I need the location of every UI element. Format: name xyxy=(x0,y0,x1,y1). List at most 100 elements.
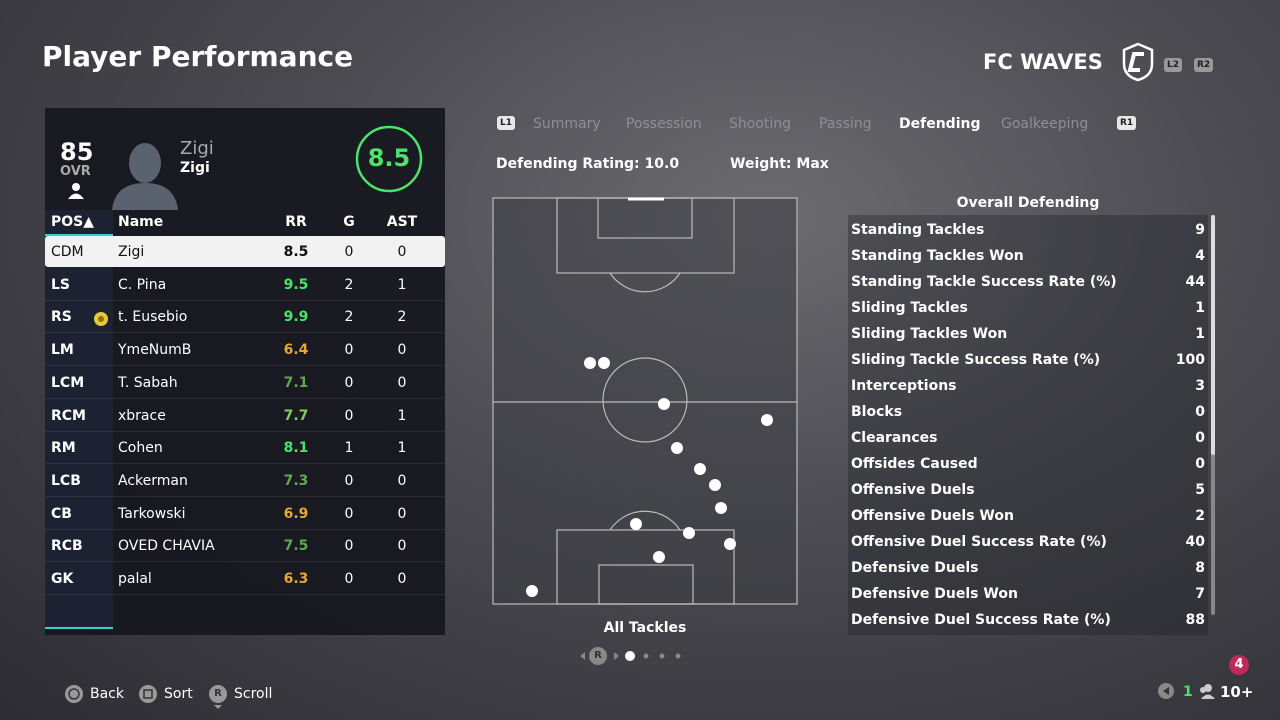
defending-rating: Defending Rating: 10.0 xyxy=(496,156,680,172)
notification-badge[interactable]: 4 xyxy=(1229,655,1249,675)
pager[interactable] xyxy=(578,646,688,666)
player-name: C. Pina xyxy=(118,276,167,293)
row-bg[interactable] xyxy=(45,236,445,267)
player-name: T. Sabah xyxy=(118,374,178,391)
column-header[interactable]: G xyxy=(343,214,355,230)
stat-label: Defensive Duels Won xyxy=(851,586,1018,602)
footer-icons xyxy=(65,685,227,709)
goals: 1 xyxy=(344,440,354,457)
match-rating: 7.1 xyxy=(283,374,309,391)
goals: 2 xyxy=(344,309,354,326)
stat-value: 1 xyxy=(1195,326,1205,342)
stat-label: Standing Tackles xyxy=(851,222,985,238)
header-underline xyxy=(45,234,113,236)
pos: LCM xyxy=(51,374,85,391)
row-bg[interactable] xyxy=(45,432,445,465)
match-rating: 7.5 xyxy=(283,538,309,555)
stat-label: Sliding Tackles Won xyxy=(851,326,1008,342)
match-rating: 7.7 xyxy=(283,407,309,424)
team-name: FC WAVES xyxy=(983,50,1103,74)
assists: 2 xyxy=(397,309,407,326)
player-name: Zigi xyxy=(118,244,145,260)
match-rating: 6.9 xyxy=(283,505,309,522)
stat-label: Offensive Duels xyxy=(851,482,975,498)
assists: 1 xyxy=(397,440,407,457)
row-bg[interactable] xyxy=(45,301,445,334)
stat-value: 9 xyxy=(1195,222,1205,238)
stat-value: 0 xyxy=(1195,456,1205,472)
stat-value: 0 xyxy=(1195,404,1205,420)
back-hint[interactable]: Back xyxy=(90,686,124,702)
match-rating: 9.5 xyxy=(283,276,309,293)
column-header[interactable]: RR xyxy=(285,214,307,230)
tab-button[interactable]: R1 xyxy=(1117,116,1137,130)
player-icon xyxy=(68,183,84,199)
column-header[interactable]: Name xyxy=(118,214,164,230)
match-rating: 7.3 xyxy=(283,472,309,489)
tab[interactable]: Goalkeeping xyxy=(1001,116,1089,132)
player-name: Ackerman xyxy=(118,472,188,489)
pos: GK xyxy=(51,571,74,587)
assists: 0 xyxy=(397,244,407,260)
tab[interactable]: Summary xyxy=(533,116,601,132)
sort-hint[interactable]: Sort xyxy=(164,686,193,702)
assists: 0 xyxy=(397,505,407,522)
stat-label: Blocks xyxy=(851,404,903,420)
pos: CDM xyxy=(51,244,84,260)
stat-label: Interceptions xyxy=(851,378,957,394)
stat-value: 5 xyxy=(1195,482,1205,498)
stat-value: 8 xyxy=(1195,560,1205,576)
assists: 0 xyxy=(397,374,407,391)
mom-icon xyxy=(94,312,108,326)
stat-label: Sliding Tackle Success Rate (%) xyxy=(851,352,1101,368)
match-rating: 6.3 xyxy=(283,571,309,587)
row-bg[interactable] xyxy=(45,530,445,563)
player-name: YmeNumB xyxy=(118,342,192,359)
row-bg[interactable] xyxy=(45,498,445,530)
row-bg[interactable] xyxy=(45,465,445,497)
button-hint[interactable]: R2 xyxy=(1194,58,1214,72)
pager-button[interactable]: R xyxy=(594,650,602,661)
rating-value: 8.5 xyxy=(367,144,411,172)
column-header[interactable]: AST xyxy=(386,214,418,230)
tab-button[interactable]: L1 xyxy=(497,116,515,130)
row-bg[interactable] xyxy=(45,367,445,399)
tab[interactable]: Passing xyxy=(819,116,872,132)
goals: 0 xyxy=(344,342,354,359)
player-name: t. Eusebio xyxy=(118,309,188,326)
row-bg[interactable] xyxy=(45,269,445,301)
ovr-label: OVR xyxy=(60,164,91,179)
tab[interactable]: Shooting xyxy=(729,116,792,132)
row-bg[interactable] xyxy=(45,334,445,367)
status-icons xyxy=(1158,683,1215,699)
row-bg[interactable] xyxy=(45,400,445,432)
row-bg[interactable] xyxy=(45,563,445,595)
pos: RS xyxy=(51,309,72,326)
team-badge xyxy=(1122,42,1154,82)
tab[interactable]: Possession xyxy=(626,116,702,132)
stat-label: Standing Tackle Success Rate (%) xyxy=(851,274,1117,290)
player-name: palal xyxy=(118,571,152,587)
stat-label: Clearances xyxy=(851,430,938,446)
stat-label: Standing Tackles Won xyxy=(851,248,1024,264)
button-hint[interactable]: L2 xyxy=(1164,58,1182,72)
pos: LS xyxy=(51,276,71,293)
stat-label: Sliding Tackles xyxy=(851,300,968,316)
column-header[interactable]: POS▲ xyxy=(51,214,95,230)
stat-value: 1 xyxy=(1195,300,1205,316)
player-silhouette xyxy=(112,143,178,210)
goals: 0 xyxy=(344,374,354,391)
pos: CB xyxy=(51,505,72,522)
scrollbar-thumb[interactable] xyxy=(1211,215,1215,455)
pos: LM xyxy=(51,342,74,359)
pitch-label: All Tackles xyxy=(603,620,687,636)
pos: RCB xyxy=(51,538,83,555)
scroll-button[interactable]: R xyxy=(214,688,222,699)
tab-underline xyxy=(45,627,113,629)
tab[interactable]: Defending xyxy=(899,116,981,132)
stat-value: 100 xyxy=(1175,352,1205,368)
player-name: Tarkowski xyxy=(118,505,186,522)
scroll-hint[interactable]: Scroll xyxy=(234,686,273,702)
stat-value: 2 xyxy=(1195,508,1205,524)
stat-label: Offsides Caused xyxy=(851,456,978,472)
